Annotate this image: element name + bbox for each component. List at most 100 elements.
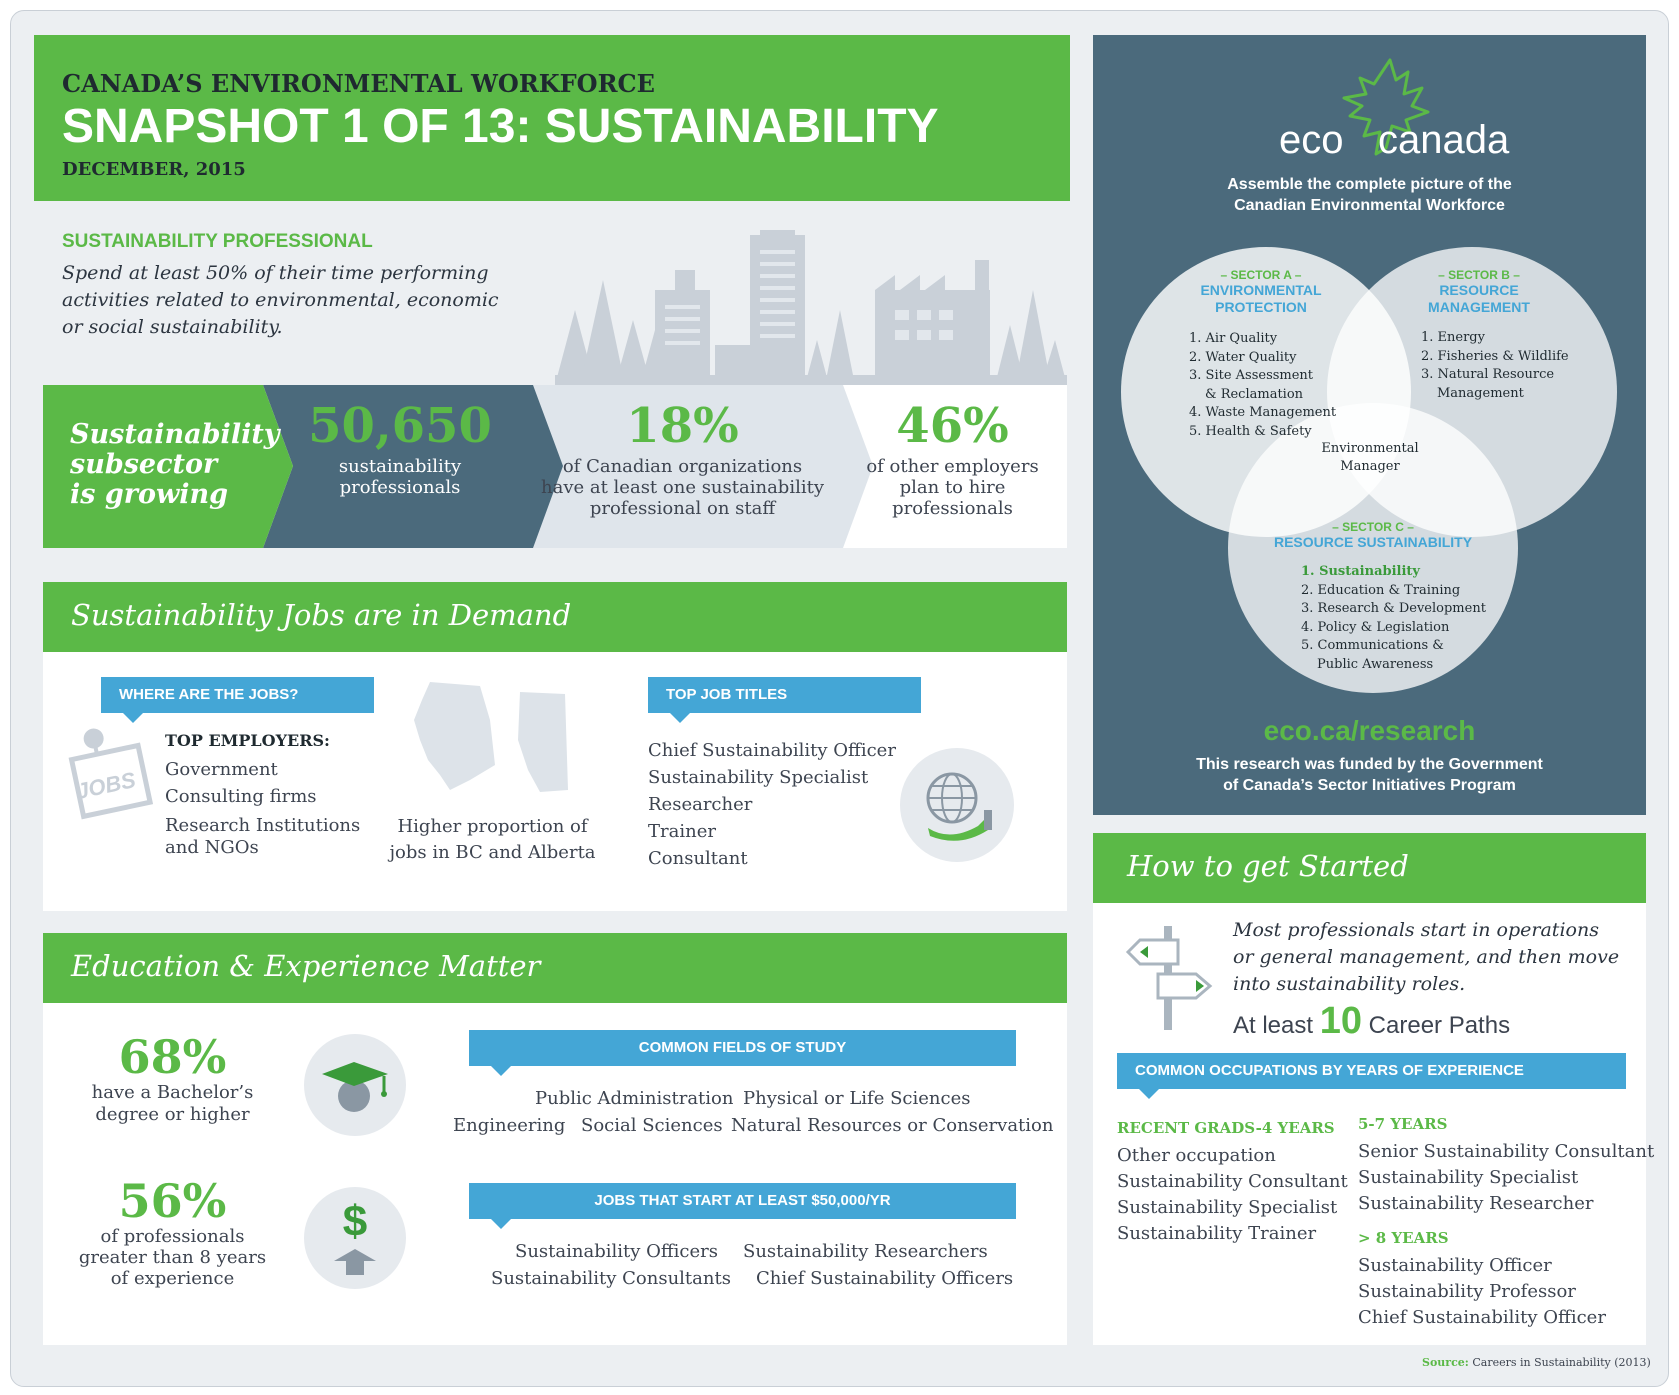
sector-a-list: 1. Air Quality 2. Water Quality 3. Site …	[1189, 330, 1336, 441]
stat-experience: 56% of professionals greater than 8 year…	[75, 1176, 270, 1289]
cityscape-illustration	[555, 230, 1067, 385]
list-item: 5. Communications &	[1301, 638, 1444, 653]
salary-researchers: Sustainability Researchers	[743, 1241, 988, 1262]
page-title: SNAPSHOT 1 OF 13: SUSTAINABILITY	[62, 100, 939, 153]
eco-logo-right: canada	[1378, 118, 1510, 162]
career-paths-count: 10	[1319, 1000, 1362, 1042]
list-item: 2. Education & Training	[1301, 582, 1461, 598]
started-title-bar: How to get Started	[1093, 833, 1646, 903]
list-item: 2. Fisheries & Wildlife	[1421, 348, 1569, 364]
list-item: Other occupation	[1117, 1145, 1276, 1166]
list-item: 2. Water Quality	[1189, 349, 1297, 365]
stat-professionals: 50,650 sustainability professionals	[300, 398, 500, 498]
stat-employers: 46% of other employers plan to hire prof…	[855, 398, 1050, 519]
stat-employers-value: 46%	[896, 398, 1009, 454]
group2-list: Senior Sustainability Consultant Sustain…	[1358, 1139, 1654, 1217]
fields-of-study-tab: COMMON FIELDS OF STUDY	[469, 1030, 1016, 1076]
list-item: Government	[165, 759, 278, 780]
list-item: and NGOs	[165, 837, 259, 858]
jobs-sign-icon	[68, 728, 154, 820]
list-item: 3. Research & Development	[1301, 601, 1486, 616]
list-item: Trainer	[648, 821, 716, 842]
signpost-icon	[1125, 926, 1213, 1030]
demand-title-bar: Sustainability Jobs are in Demand	[43, 582, 1067, 652]
graduation-cap-icon	[304, 1034, 406, 1136]
occupations-tab: COMMON OCCUPATIONS BY YEARS OF EXPERIENC…	[1117, 1053, 1626, 1099]
dollar-icon: $	[342, 1197, 368, 1246]
list-item: Senior Sustainability Consultant	[1358, 1141, 1655, 1162]
list-item: Sustainability Trainer	[1117, 1223, 1317, 1244]
sector-c-list: 1. Sustainability 2. Education & Trainin…	[1301, 563, 1486, 674]
stat-experience-value: 56%	[118, 1174, 227, 1228]
overlap-label: Environmental Manager	[1321, 441, 1419, 474]
field-public-admin: Public Administration	[535, 1088, 734, 1109]
list-item: 3. Natural Resource	[1421, 367, 1555, 382]
list-item: Sustainability Specialist	[1117, 1197, 1338, 1218]
group3-list: Sustainability Officer Sustainability Pr…	[1358, 1253, 1606, 1331]
list-item: 4. Policy & Legislation	[1301, 619, 1450, 635]
salary-consultants: Sustainability Consultants	[491, 1268, 731, 1289]
group2-heading: 5-7 YEARS	[1358, 1115, 1448, 1133]
field-physical-sciences: Physical or Life Sciences	[743, 1088, 971, 1109]
employers-heading: TOP EMPLOYERS:	[165, 731, 330, 750]
field-natural-resources: Natural Resources or Conservation	[731, 1115, 1054, 1136]
definition-heading: SUSTAINABILITY PROFESSIONAL	[62, 231, 373, 252]
list-item: Management	[1437, 385, 1524, 401]
research-url[interactable]: eco.ca/research	[1263, 715, 1476, 746]
salary-chief-officers: Chief Sustainability Officers	[756, 1268, 1014, 1289]
stat-bachelors-value: 68%	[118, 1030, 227, 1084]
list-item: 3. Site Assessment	[1189, 368, 1314, 383]
stat-professionals-value: 50,650	[308, 398, 492, 454]
list-item: Sustainability Specialist	[648, 767, 869, 788]
list-item: Sustainability Officer	[1358, 1255, 1552, 1276]
salary-officers: Sustainability Officers	[515, 1241, 719, 1262]
list-item: Chief Sustainability Officer	[1358, 1307, 1606, 1328]
list-item: Sustainability Researcher	[1358, 1193, 1594, 1214]
employers-list: Government Consulting firms Research Ins…	[165, 756, 360, 861]
sector-a-header: – SECTOR A – ENVIRONMENTAL PROTECTION	[1200, 268, 1322, 315]
list-item: 1. Energy	[1421, 330, 1485, 345]
field-social-sciences: Social Sciences	[581, 1115, 723, 1136]
demand-title: Sustainability Jobs are in Demand	[71, 598, 572, 632]
growth-label: Sustainability subsector is growing	[70, 419, 280, 510]
list-item: 1. Sustainability	[1301, 564, 1420, 579]
source-note: Source: Careers in Sustainability (2013)	[1422, 1356, 1651, 1369]
list-item: Consultant	[648, 848, 748, 869]
eco-tagline: Assemble the complete picture of the Can…	[1227, 176, 1512, 214]
list-item: Sustainability Professor	[1358, 1281, 1576, 1302]
stat-organizations: 18% of Canadian organizations have at le…	[541, 398, 824, 519]
list-item: Public Awareness	[1317, 656, 1434, 672]
education-title: Education & Experience Matter	[71, 949, 541, 983]
top-titles-tab: TOP JOB TITLES	[648, 677, 921, 723]
group1-heading: RECENT GRADS-4 YEARS	[1117, 1119, 1335, 1137]
sector-b-list: 1. Energy 2. Fisheries & Wildlife 3. Nat…	[1421, 329, 1569, 403]
list-item: Sustainability Consultant	[1117, 1171, 1348, 1192]
job-titles-list: Chief Sustainability Officer Sustainabil…	[648, 737, 896, 872]
sector-b-header: – SECTOR B – RESOURCE MANAGEMENT	[1428, 268, 1530, 315]
started-intro: Most professionals start in operations o…	[1233, 919, 1620, 995]
started-title: How to get Started	[1127, 849, 1409, 883]
list-item: 1. Air Quality	[1189, 331, 1278, 346]
header-kicker: CANADA’S ENVIRONMENTAL WORKFORCE	[62, 69, 655, 98]
list-item: Consulting firms	[165, 786, 317, 807]
dollar-arrow-icon: $	[304, 1187, 406, 1289]
list-item: 4. Waste Management	[1189, 405, 1337, 420]
list-item: 5. Health & Safety	[1189, 423, 1312, 439]
globe-hand-icon	[900, 748, 1014, 862]
list-item: Researcher	[648, 794, 753, 815]
career-paths: At least 10 Career Paths	[1233, 1000, 1511, 1042]
growth-band-shapes	[43, 385, 1067, 548]
sector-c-circle	[1228, 403, 1518, 693]
stat-bachelors: 68% have a Bachelor’s degree or higher	[75, 1032, 270, 1126]
group1-list: Other occupation Sustainability Consulta…	[1117, 1143, 1348, 1247]
list-item: Sustainability Specialist	[1358, 1167, 1579, 1188]
stat-organizations-value: 18%	[626, 398, 739, 454]
map-caption: Higher proportion of jobs in BC and Albe…	[389, 816, 596, 863]
bc-alberta-map	[414, 682, 568, 792]
field-engineering: Engineering	[453, 1115, 566, 1136]
started-card	[1093, 833, 1646, 1345]
where-jobs-tab: WHERE ARE THE JOBS?	[101, 677, 374, 723]
salary-jobs-tab: JOBS THAT START AT LEAST $50,000/YR	[469, 1183, 1016, 1229]
eco-logo-left: eco	[1279, 118, 1344, 162]
definition-text: Spend at least 50% of their time perform…	[62, 262, 499, 338]
